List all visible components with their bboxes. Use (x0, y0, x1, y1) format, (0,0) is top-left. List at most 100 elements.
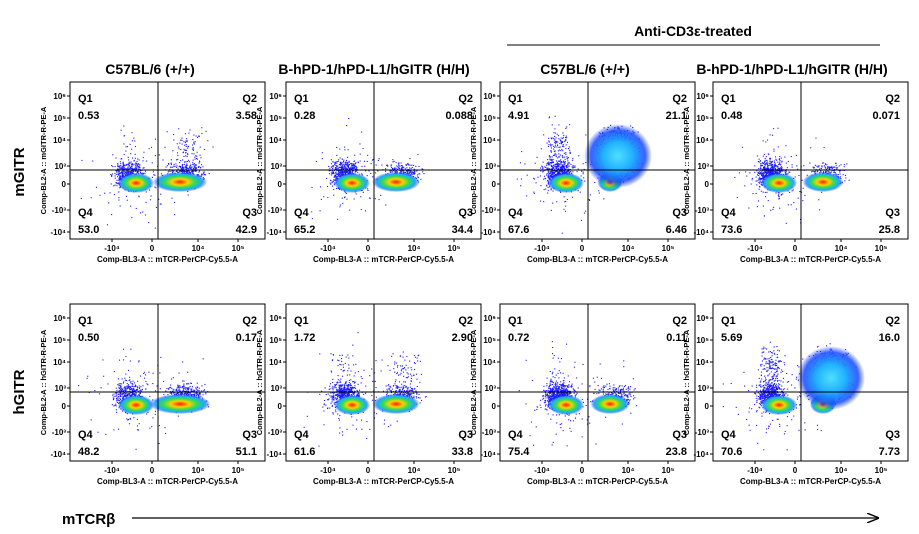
event-dot (818, 199, 820, 201)
event-dot (117, 164, 119, 166)
event-dot (409, 171, 411, 173)
event-dot (771, 167, 773, 169)
event-dot (547, 176, 549, 178)
event-dot (547, 167, 549, 169)
event-dot (410, 172, 412, 174)
event-dot (191, 148, 193, 150)
event-dot (836, 167, 838, 169)
event-dot (843, 166, 845, 168)
event-dot (171, 387, 173, 389)
event-dot (121, 176, 123, 178)
event-dot (758, 179, 760, 181)
event-dot (192, 170, 194, 172)
event-dot (516, 178, 518, 180)
event-dot (153, 174, 155, 176)
event-dot (352, 164, 354, 166)
event-dot (126, 388, 128, 390)
event-dot (126, 163, 128, 165)
event-dot (554, 132, 556, 134)
event-dot (569, 124, 571, 126)
event-dot (828, 171, 830, 173)
event-dot (177, 154, 179, 156)
event-dot (824, 166, 826, 168)
event-dot (184, 166, 186, 168)
event-dot (554, 146, 556, 148)
event-dot (135, 448, 137, 450)
event-dot (837, 174, 839, 176)
event-dot (341, 168, 343, 170)
event-dot (758, 161, 760, 163)
event-dot (344, 163, 346, 165)
event-dot (342, 172, 344, 174)
event-dot (327, 197, 329, 199)
event-dot (791, 166, 793, 168)
event-dot (564, 140, 566, 142)
event-dot (353, 167, 355, 169)
event-dot (362, 148, 364, 150)
event-dot (198, 135, 200, 137)
event-dot (835, 173, 837, 175)
event-dot (385, 168, 387, 170)
event-dot (540, 185, 542, 187)
event-dot (338, 173, 340, 175)
event-dot (125, 195, 127, 197)
event-dot (840, 170, 842, 172)
event-dot (555, 163, 557, 165)
event-dot (178, 128, 180, 130)
event-dot (170, 170, 172, 172)
event-dot (117, 174, 119, 176)
event-dot (813, 167, 815, 169)
event-dot (340, 168, 342, 170)
event-dot (142, 385, 144, 387)
event-dot (556, 144, 558, 146)
event-dot (335, 176, 337, 178)
event-dot (185, 167, 187, 169)
quadrant-name: Q3 (458, 207, 473, 219)
event-dot (184, 167, 186, 169)
event-dot (359, 153, 361, 155)
event-dot (550, 173, 552, 175)
event-dot (367, 189, 369, 191)
event-dot (394, 171, 396, 173)
event-dot (151, 146, 153, 148)
event-dot (111, 404, 113, 406)
facs-panel: Q10.28Q20.088Q334.4Q465.210⁶10⁵10⁴10³0-1… (255, 81, 482, 264)
event-dot (172, 150, 174, 152)
event-dot (561, 172, 563, 174)
event-dot (400, 162, 402, 164)
event-dot (185, 164, 187, 166)
event-dot (149, 395, 151, 397)
event-dot (173, 165, 175, 167)
event-dot (771, 168, 773, 170)
event-dot (176, 166, 178, 168)
event-dot (397, 168, 399, 170)
event-dot (406, 171, 408, 173)
event-dot (550, 175, 552, 177)
event-dot (144, 172, 146, 174)
event-dot (562, 170, 564, 172)
event-dot (336, 154, 338, 156)
event-dot (557, 171, 559, 173)
event-dot (564, 163, 566, 165)
event-dot (339, 148, 341, 150)
event-dot (774, 163, 776, 165)
event-dot (413, 172, 415, 174)
event-dot (126, 170, 128, 172)
event-dot (154, 413, 156, 415)
event-dot (193, 170, 195, 172)
event-dot (117, 168, 119, 170)
event-dot (559, 154, 561, 156)
event-dot (558, 165, 560, 167)
event-dot (756, 170, 758, 172)
event-dot (133, 137, 135, 139)
event-dot (196, 157, 198, 159)
event-dot (332, 161, 334, 163)
event-dot (764, 166, 766, 168)
event-dot (122, 172, 124, 174)
event-dot (342, 162, 344, 164)
y-tick-label: -10³ (695, 206, 710, 215)
event-dot (789, 171, 791, 173)
event-dot (558, 160, 560, 162)
event-dot (145, 160, 147, 162)
event-dot (186, 170, 188, 172)
